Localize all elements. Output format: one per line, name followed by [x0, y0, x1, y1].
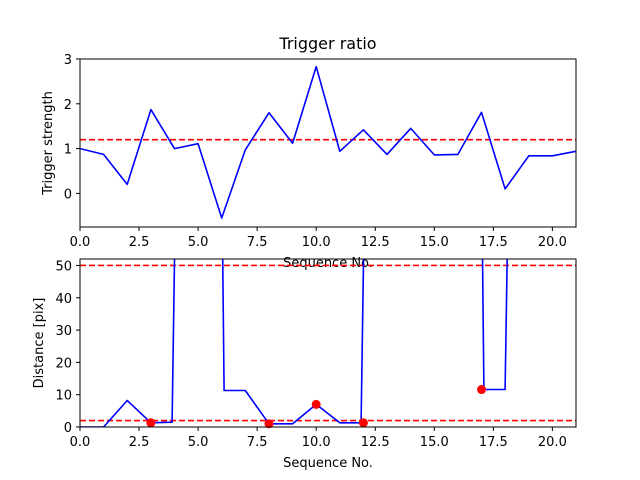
x-tick-label: 15.0 — [420, 235, 449, 250]
x-axis-label: Sequence No. — [283, 256, 373, 271]
x-tick-label: 5.0 — [188, 435, 209, 450]
x-tick-label: 12.5 — [361, 235, 390, 250]
y-axis-label: Trigger strength — [41, 91, 56, 196]
axes-frame — [79, 58, 577, 228]
y-tick-label: 20 — [55, 356, 72, 371]
x-tick-label: 2.5 — [129, 435, 150, 450]
series-line — [80, 65, 576, 219]
distance-panel: Sequence No. Distance [pix] 0.0 2.5 5.0 7.5… — [32, 258, 577, 471]
data-point-marker — [477, 385, 487, 395]
axes-frame — [79, 258, 577, 428]
x-axis-label: Sequence No. — [283, 456, 373, 471]
y-tick-label: 40 — [55, 292, 72, 307]
data-point-marker — [146, 418, 156, 428]
data-point-marker — [358, 418, 368, 428]
x-tick-label: 20.0 — [538, 435, 567, 450]
y-tick-label: 3 — [64, 53, 72, 68]
y-tick-label: 0 — [64, 421, 72, 436]
trigger-ratio-panel: Trigger ratio Sequence No. Trigger stren… — [41, 34, 577, 271]
x-tick-label: 2.5 — [129, 235, 150, 250]
x-tick-label: 5.0 — [188, 235, 209, 250]
chart-title: Trigger ratio — [278, 34, 376, 53]
data-point-marker — [311, 399, 321, 409]
plot-area — [80, 65, 576, 219]
x-tick-label: 10.0 — [302, 235, 331, 250]
y-tick-label: 10 — [55, 389, 72, 404]
x-tick-label: 20.0 — [538, 235, 567, 250]
y-tick-label: 2 — [64, 98, 72, 113]
x-tick-label: 7.5 — [247, 235, 268, 250]
y-tick-label: 50 — [55, 259, 72, 274]
x-tick-label: 7.5 — [247, 435, 268, 450]
x-tick-label: 17.5 — [479, 235, 508, 250]
x-tick-label: 12.5 — [361, 435, 390, 450]
x-tick-label: 10.0 — [302, 435, 331, 450]
data-point-marker — [264, 419, 274, 429]
x-tick-label: 17.5 — [479, 435, 508, 450]
x-tick-label: 0.0 — [70, 235, 91, 250]
x-tick-label: 0.0 — [70, 435, 91, 450]
y-tick-label: 0 — [64, 187, 72, 202]
y-tick-label: 30 — [55, 324, 72, 339]
x-tick-label: 15.0 — [420, 435, 449, 450]
y-axis-label: Distance [pix] — [32, 298, 47, 389]
y-tick-label: 1 — [64, 143, 72, 158]
